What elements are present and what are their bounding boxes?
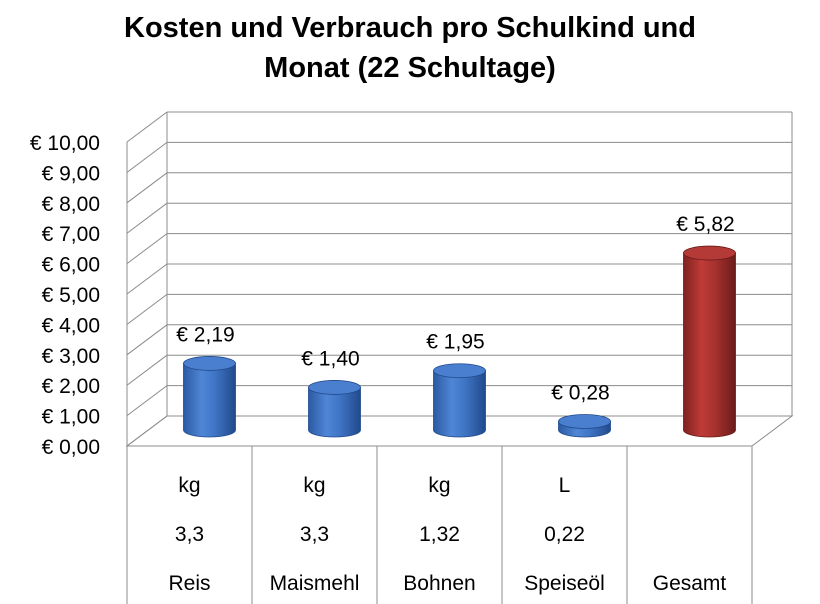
- category-label: Maismehl: [270, 572, 360, 595]
- data-label: € 1,95: [426, 331, 484, 354]
- quantity-cell: 0,22: [544, 523, 585, 546]
- side-gridline: [126, 415, 168, 447]
- quantity-cell: 3,3: [175, 523, 204, 546]
- bar-body: [308, 387, 361, 438]
- bar-reis: [183, 356, 236, 438]
- unit-cell: kg: [178, 474, 200, 497]
- data-label: € 5,82: [676, 213, 734, 236]
- data-label: € 2,19: [176, 323, 234, 346]
- side-gridline: [126, 172, 168, 204]
- data-label: € 1,40: [301, 347, 359, 370]
- y-tick-label: € 5,00: [42, 284, 100, 307]
- chart-title-line-2: Monat (22 Schultage): [264, 52, 556, 84]
- bar-gesamt: [683, 245, 736, 438]
- unit-cell: kg: [303, 474, 325, 497]
- y-tick-label: € 2,00: [42, 375, 100, 398]
- data-label: € 0,28: [551, 381, 609, 404]
- category-label: Speiseöl: [524, 572, 605, 595]
- y-tick-label: € 10,00: [30, 132, 100, 155]
- quantity-cell: 1,32: [419, 523, 460, 546]
- y-axis-ticks: € 0,00 € 1,00 € 2,00 € 3,00 € 4,00 € 5,00 € 6,…: [30, 132, 100, 459]
- y-tick-label: € 7,00: [42, 223, 100, 246]
- category-label: Bohnen: [403, 572, 475, 595]
- unit-cell: L: [559, 474, 571, 497]
- bar-top: [183, 356, 236, 371]
- data-labels: € 2,19 € 1,40 € 1,95 € 0,28 € 5,82: [176, 213, 734, 404]
- chart-title-line-1: Kosten und Verbrauch pro Schulkind und: [124, 12, 696, 44]
- side-gridline: [126, 263, 168, 295]
- side-gridline: [126, 233, 168, 265]
- unit-cell: kg: [428, 474, 450, 497]
- y-tick-label: € 0,00: [42, 436, 100, 459]
- y-tick-label: € 3,00: [42, 345, 100, 368]
- y-tick-label: € 4,00: [42, 314, 100, 337]
- y-tick-label: € 8,00: [42, 193, 100, 216]
- side-gridline: [126, 141, 168, 173]
- side-gridline: [126, 385, 168, 417]
- category-label: Gesamt: [653, 572, 727, 595]
- side-gridline: [126, 111, 168, 143]
- data-table: kg 3,3 Reis kg 3,3 Maismehl kg 1,32 Bohnen L 0,22 S…: [126, 446, 753, 604]
- bar-body: [433, 370, 486, 438]
- bar-body: [683, 252, 736, 438]
- chart-title: Kosten und Verbrauch pro Schulkind und M…: [0, 8, 820, 88]
- y-tick-label: € 6,00: [42, 254, 100, 277]
- category-label: Reis: [168, 572, 210, 595]
- side-gridline: [126, 202, 168, 234]
- side-gridline: [126, 293, 168, 325]
- y-tick-label: € 1,00: [42, 406, 100, 429]
- bar-top: [308, 380, 361, 395]
- bar-top: [558, 414, 611, 429]
- bar-top: [433, 363, 486, 379]
- bar-bohnen: [433, 363, 486, 438]
- side-gridline: [126, 324, 168, 356]
- quantity-cell: 3,3: [300, 523, 329, 546]
- y-tick-label: € 9,00: [42, 162, 100, 185]
- side-gridline: [126, 354, 168, 386]
- bar-speiseöl: [558, 414, 611, 438]
- bar-body: [183, 363, 236, 438]
- bars: [183, 245, 736, 438]
- bar-maismehl: [308, 380, 361, 438]
- bar-top: [683, 245, 736, 261]
